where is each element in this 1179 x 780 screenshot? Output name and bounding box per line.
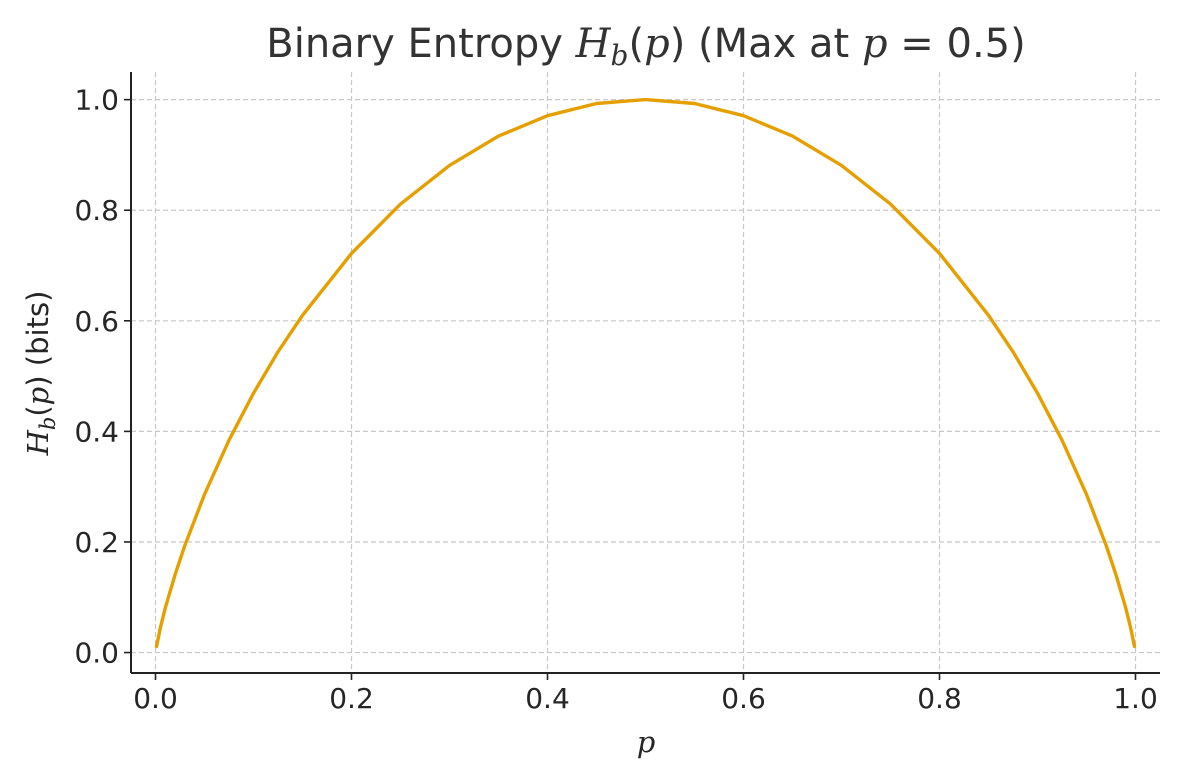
chart-title: Binary Entropy Hb(p) (Max at p = 0.5)	[266, 21, 1025, 72]
series-layer	[154, 97, 1137, 649]
x-tick-label: 0.4	[525, 682, 570, 715]
y-tick-label: 0.0	[74, 637, 119, 670]
x-tick-label: 1.0	[1113, 682, 1158, 715]
y-axis-label: Hb(p) (bits)	[21, 291, 60, 457]
y-tick-label: 0.6	[74, 305, 119, 338]
x-tick-label: 0.6	[721, 682, 766, 715]
axes	[130, 72, 1160, 674]
y-tick-label: 0.2	[74, 526, 119, 559]
x-tick-label: 0.8	[917, 682, 962, 715]
x-tick-label: 0.0	[133, 682, 178, 715]
x-axis-label: p	[637, 725, 656, 759]
y-tick-label: 1.0	[74, 84, 119, 117]
grid-lines	[131, 72, 1160, 673]
x-tick-label: 0.2	[329, 682, 374, 715]
y-tick-label: 0.4	[74, 415, 119, 448]
y-tick-label: 0.8	[74, 194, 119, 227]
ticks: 0.0 0.2 0.4 0.6 0.8 1.0 0.0 0.2 0.4 0.6 0.8 1.0	[74, 84, 1157, 715]
entropy-curve	[154, 97, 1137, 649]
